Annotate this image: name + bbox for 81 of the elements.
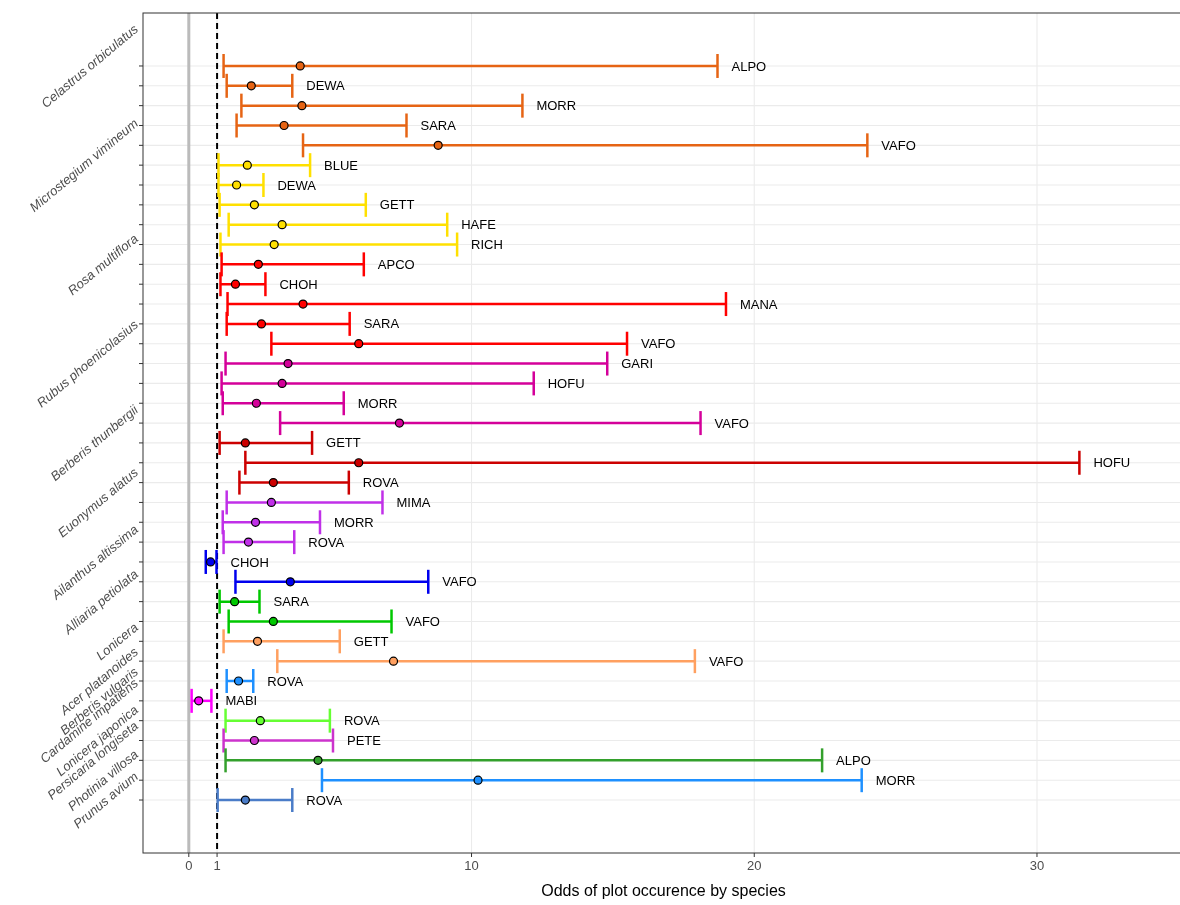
x-axis-title: Odds of plot occurence by species xyxy=(541,882,786,899)
annotation: MORR xyxy=(333,514,374,530)
annotation: RICH xyxy=(471,237,503,253)
annotation: VAFO xyxy=(881,137,916,153)
point xyxy=(268,616,278,627)
point xyxy=(230,279,241,289)
annotation: HOFU xyxy=(1093,455,1131,471)
point xyxy=(433,140,443,150)
point xyxy=(231,180,242,190)
point xyxy=(243,537,254,547)
x-tick-label: 20 xyxy=(747,858,762,873)
point xyxy=(194,696,204,706)
annotation: SARA xyxy=(420,118,457,134)
x-tick-label: 1 xyxy=(213,858,221,873)
point xyxy=(246,81,256,91)
annotation: SARA xyxy=(363,316,400,332)
point xyxy=(253,259,263,269)
point xyxy=(473,775,483,785)
x-tick-label: 0 xyxy=(185,858,193,873)
annotation: CHOH xyxy=(230,554,269,570)
annotation: VAFO xyxy=(714,415,749,431)
annotation: MORR xyxy=(536,98,577,114)
point xyxy=(268,478,278,488)
point xyxy=(240,438,250,448)
annotation: VAFO xyxy=(708,653,744,669)
annotation: ROVA xyxy=(343,713,381,729)
annotation: MORR xyxy=(875,772,916,788)
annotation: VAFO xyxy=(641,336,676,352)
point xyxy=(283,358,293,369)
annotation: CHOH xyxy=(279,276,318,292)
annotation: MANA xyxy=(739,296,778,312)
point xyxy=(277,378,287,388)
point xyxy=(277,220,287,230)
annotation: ALPO xyxy=(836,752,871,768)
point xyxy=(252,636,263,646)
point xyxy=(394,418,405,428)
annotation: VAFO xyxy=(405,614,440,630)
x-tick-label: 30 xyxy=(1029,858,1045,873)
annotation: APCO xyxy=(377,256,415,272)
point xyxy=(354,339,364,349)
point xyxy=(266,497,276,508)
annotation: VAFO xyxy=(442,574,477,590)
annotation: SARA xyxy=(273,594,310,610)
point xyxy=(249,200,259,210)
annotation: MORR xyxy=(357,395,398,411)
annotation: GARI xyxy=(621,356,654,372)
point xyxy=(230,597,240,607)
point xyxy=(255,716,265,726)
point xyxy=(251,398,261,408)
annotation: ALPO xyxy=(731,58,767,74)
x-tick-label: 10 xyxy=(464,858,479,873)
point xyxy=(256,319,267,329)
annotation: DEWA xyxy=(277,177,317,193)
point xyxy=(242,160,252,170)
annotation: GETT xyxy=(353,633,389,649)
point xyxy=(298,299,308,309)
point xyxy=(354,458,364,468)
annotation: HOFU xyxy=(547,375,585,391)
annotation: PETE xyxy=(346,733,382,749)
point xyxy=(240,795,250,805)
annotation: DEWA xyxy=(306,78,346,94)
point xyxy=(285,577,295,587)
point xyxy=(297,101,307,111)
annotation: MIMA xyxy=(396,494,431,510)
annotation: ROVA xyxy=(308,534,345,550)
annotation: HAFE xyxy=(461,217,497,233)
annotation: BLUE xyxy=(324,157,359,173)
point xyxy=(249,735,259,746)
annotation: ROVA xyxy=(362,475,400,491)
point xyxy=(388,656,399,666)
point xyxy=(269,239,279,250)
point xyxy=(233,676,244,686)
point xyxy=(250,517,261,527)
point xyxy=(279,120,289,131)
annotation: GETT xyxy=(379,197,415,213)
point xyxy=(295,61,305,71)
annotation: MABI xyxy=(225,693,258,709)
annotation: ROVA xyxy=(267,673,304,689)
annotation: ROVA xyxy=(306,792,343,808)
annotation: GETT xyxy=(326,435,361,451)
point xyxy=(313,755,323,765)
